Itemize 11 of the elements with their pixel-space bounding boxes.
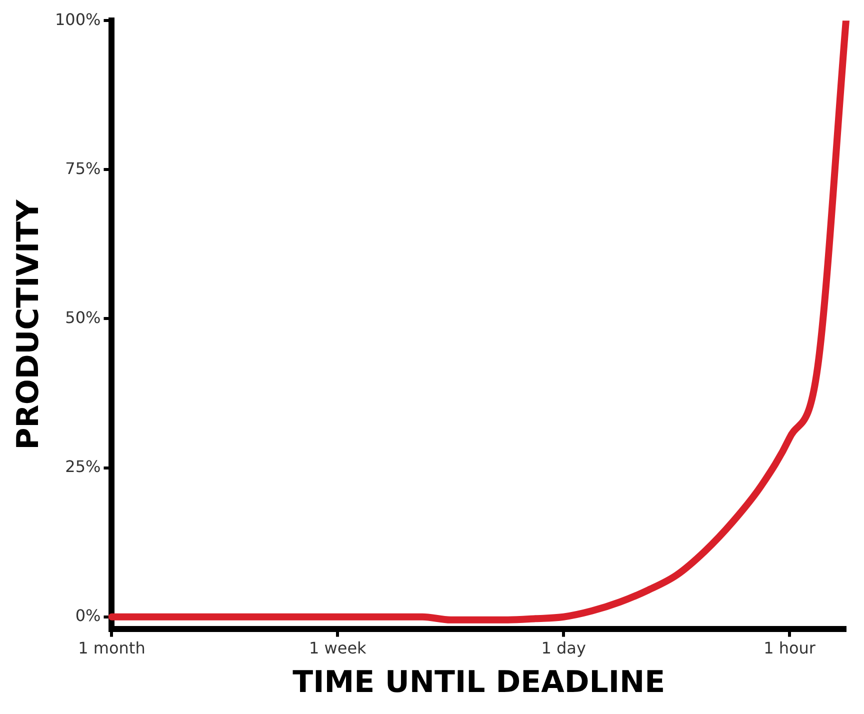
x-tick-label: 1 week (309, 638, 368, 658)
y-tick-label: 75% (65, 158, 101, 178)
y-tick-label: 0% (75, 606, 101, 626)
x-tick-label: 1 month (78, 638, 146, 658)
x-axis-title: TIME UNTIL DEADLINE (292, 664, 666, 700)
y-tick-label: 25% (65, 456, 101, 476)
y-tick-label: 100% (54, 10, 101, 29)
y-tick-label: 50% (65, 308, 101, 327)
x-tick-label: 1 hour (764, 638, 816, 658)
x-tick-label: 1 day (541, 638, 586, 658)
y-axis-title: PRODUCTIVITY (10, 198, 46, 450)
